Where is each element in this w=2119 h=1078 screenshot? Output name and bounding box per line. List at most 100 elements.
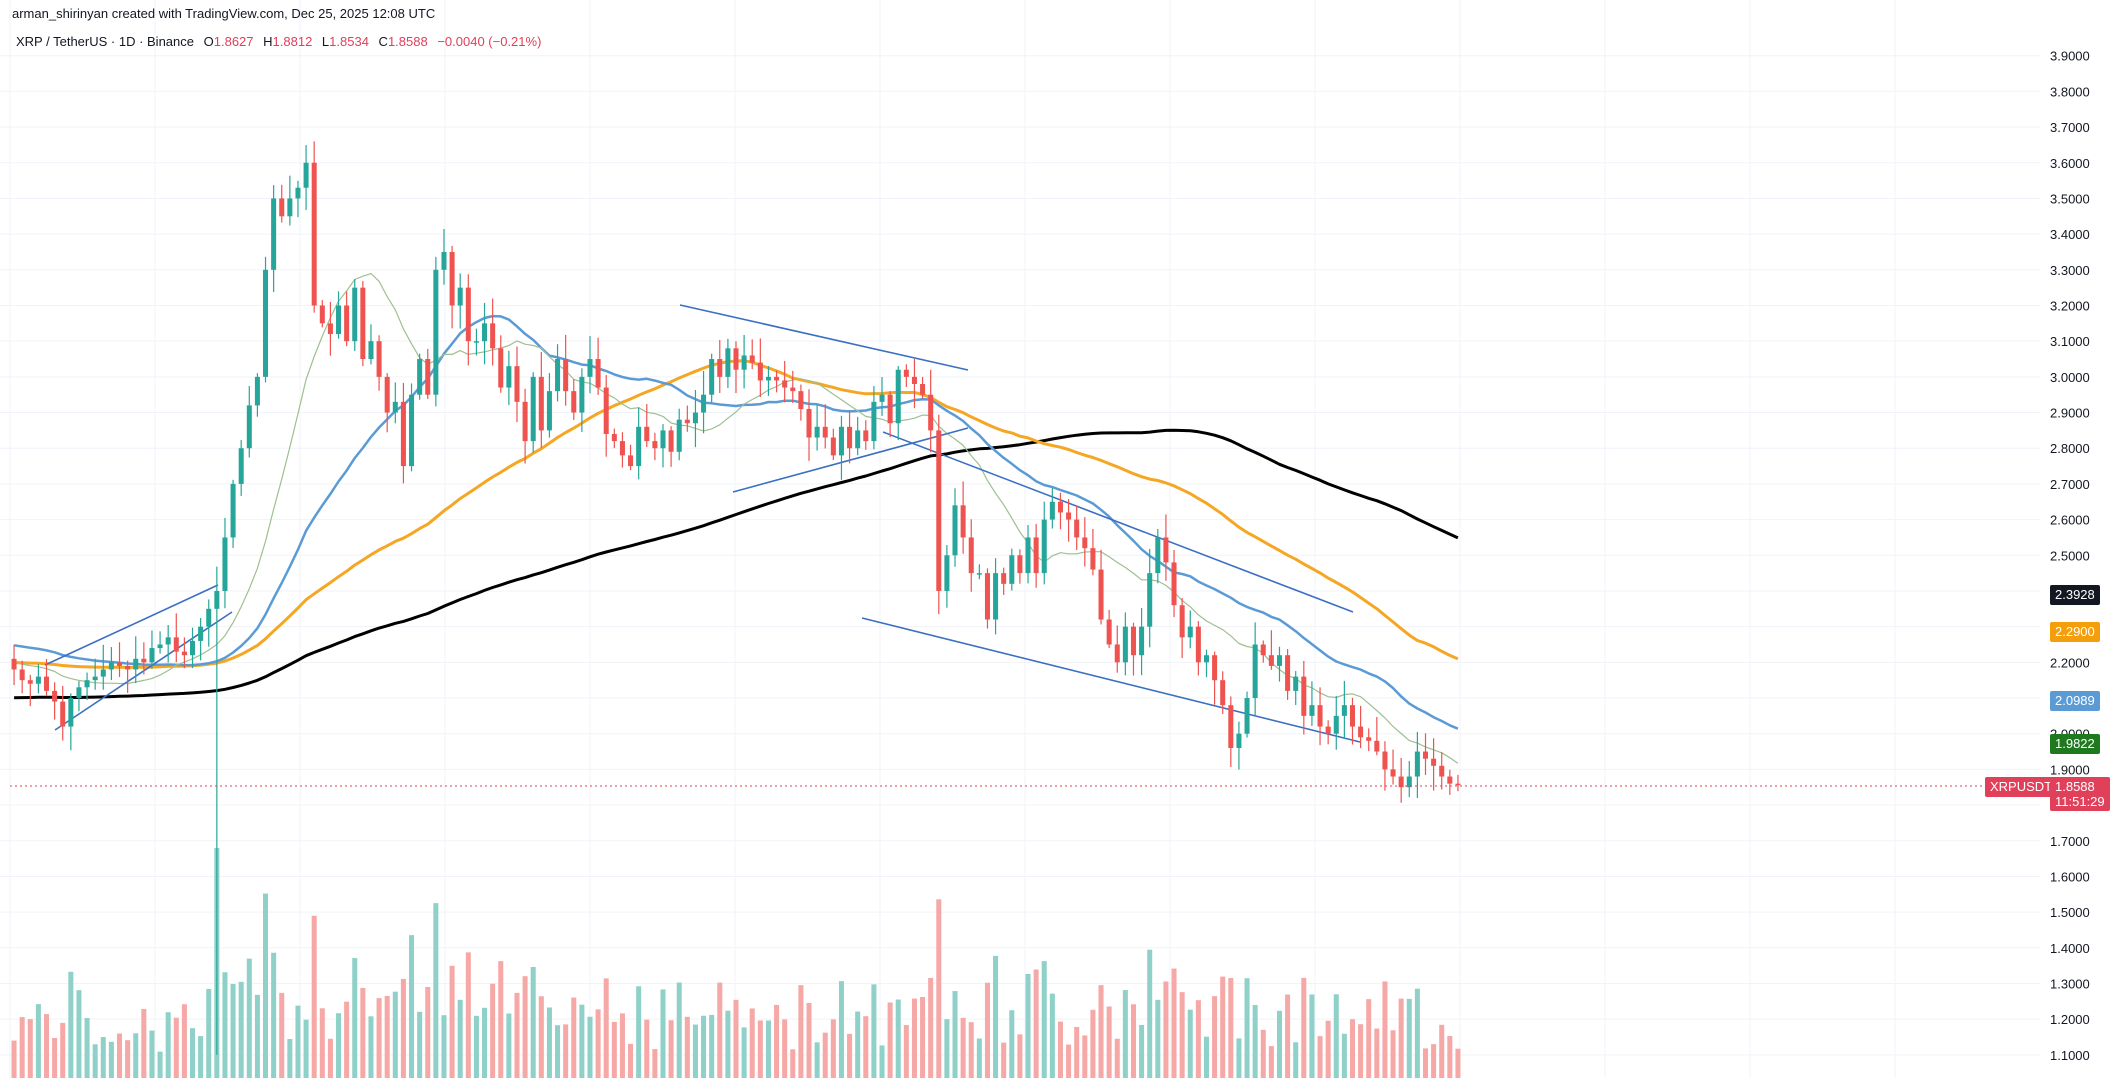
candle-down [1268,655,1274,666]
candle-down [279,198,285,217]
symbol-name[interactable]: XRP / TetherUS · 1D · Binance [16,34,194,49]
ma200-line [14,428,1459,700]
candle-up [636,426,642,467]
volume-bar-up [1147,949,1153,1078]
candle-down [27,680,33,684]
volume-bar-up [68,971,74,1078]
volume-bar-down [903,1025,909,1078]
volume-bar-up [336,1013,342,1078]
volume-bar-up [368,1016,374,1078]
candle-down [757,362,763,381]
volume-bar-down [806,1003,812,1078]
volume-bar-down [911,998,917,1078]
volume-bar-up [660,989,666,1078]
volume-bar-up [1414,988,1420,1078]
price-tick-label: 3.8000 [2050,84,2090,99]
volume-bar-up [84,1017,90,1078]
volume-bar-up [692,1024,698,1078]
candle-down [11,658,17,670]
candle-down [43,676,50,691]
publisher-credit: arman_shirinyan created with TradingView… [12,6,436,21]
candle-up [473,341,479,343]
candle-down [1301,676,1307,716]
low-value: 1.8534 [329,34,369,49]
ma100-price-tag: 2.2900 [2050,622,2100,642]
price-tick-label: 1.4000 [2050,941,2090,956]
volume-bar-down [141,1008,147,1078]
candle-up [1309,705,1315,716]
candle-up [230,483,236,538]
volume-bar-up [1333,994,1339,1078]
volume-bar-up [157,1051,163,1078]
candle-up [246,405,252,449]
candle-down [1390,769,1396,777]
candle-down [611,433,617,442]
last-price-tag: 1.8588 11:51:29 [2050,777,2110,811]
candle-down [798,391,804,409]
close-value: 1.8588 [387,34,428,49]
trendline [44,584,219,666]
candle-up [68,698,74,727]
candle-down [1057,501,1063,513]
candle-down [52,690,58,702]
volume-bar-down [1228,977,1234,1078]
candle-down [644,426,650,442]
volume-bar-down [1098,985,1104,1078]
volume-bar-up [1203,1036,1209,1078]
candle-down [1220,680,1226,706]
price-tick-label: 2.6000 [2050,513,2090,528]
candle-down [920,384,926,395]
volume-bar-down [384,995,390,1078]
volume-bar-down [27,1019,33,1078]
candle-down [1382,751,1388,770]
volume-bar-down [863,1016,869,1078]
volume-bar-down [847,1033,853,1078]
candle-down [628,455,634,467]
volume-bar-up [287,1039,293,1078]
volume-bar-up [1009,1010,1015,1078]
volume-bar-down [1057,1021,1063,1078]
candle-up [530,376,536,442]
volume-bar-up [725,1010,731,1078]
ma20-line [14,273,1459,764]
last-price-value: 1.8588 [2055,779,2095,794]
candle-down [498,348,504,388]
volume-bar-up [238,981,244,1078]
price-tick-label: 1.1000 [2050,1048,2090,1063]
volume-bar-down [498,961,504,1078]
candle-down [60,701,66,727]
candle-up [855,430,861,449]
candle-down [376,341,382,377]
candle-up [725,348,731,377]
volume-bar-up [765,1020,771,1078]
volume-bar-down [344,1001,350,1078]
volume-bar-up [108,1041,114,1078]
candle-up [100,669,106,677]
volume-bar-down [1325,1020,1331,1078]
volume-bar-down [1439,1024,1445,1078]
candle-up [1187,626,1193,638]
candle-down [911,376,917,384]
volume-bar-up [814,1042,820,1078]
candle-up [214,590,220,609]
volume-bar-down [1082,1035,1088,1078]
volume-bar-up [392,991,398,1078]
candle-down [1163,537,1169,563]
candle-down [619,441,625,456]
volume-bar-down [1317,1036,1323,1078]
volume-bar-down [652,1049,658,1078]
volume-bar-down [757,1020,763,1078]
symbol-legend[interactable]: XRP / TetherUS · 1D · Binance O1.8627 H1… [16,34,541,49]
candle-up [108,662,114,670]
candle-up [35,676,41,684]
volume-bar-up [409,935,415,1078]
candle-down [984,573,990,620]
symbol-price-tag: XRPUSDT [1985,777,2058,797]
candle-down [19,669,25,681]
volume-bar-up [271,952,277,1078]
candle-up [409,394,415,467]
volume-bar-up [100,1037,106,1078]
volume-bar-down [619,1013,625,1078]
